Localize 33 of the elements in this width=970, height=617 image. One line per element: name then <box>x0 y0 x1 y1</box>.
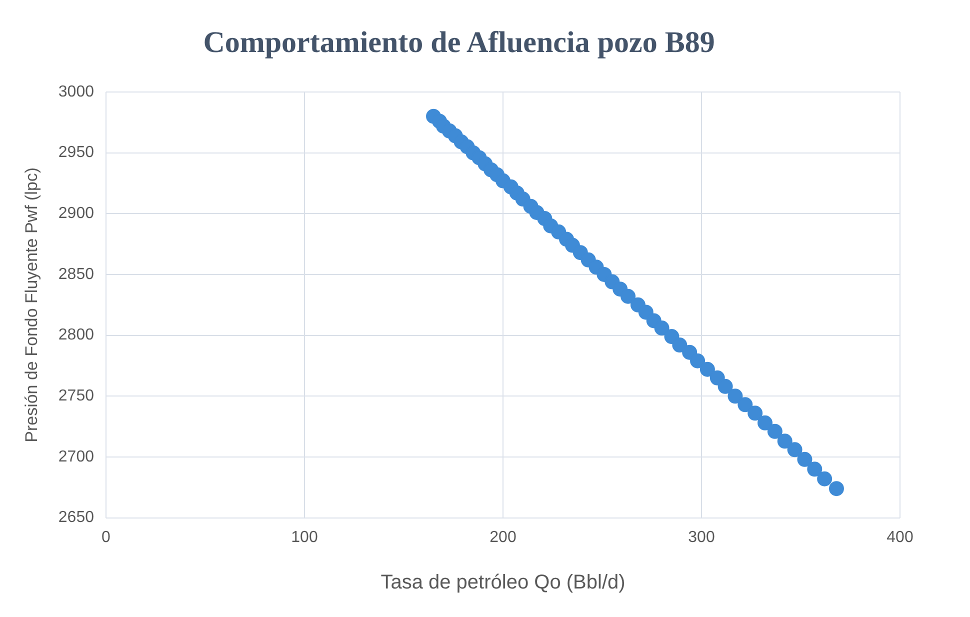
y-tick-label: 2950 <box>58 144 94 162</box>
y-tick-label: 2900 <box>58 205 94 222</box>
point <box>620 288 636 304</box>
point <box>777 434 792 449</box>
point <box>817 471 832 486</box>
y-tick-label: 2700 <box>58 448 94 466</box>
point <box>787 442 802 458</box>
point <box>728 388 743 404</box>
point <box>718 378 733 394</box>
point <box>828 481 844 496</box>
point <box>672 338 688 353</box>
y-tick-label: 2650 <box>58 509 94 526</box>
chart-title: Comportamiento de Afluencia pozo B89 <box>203 26 715 59</box>
point <box>767 424 782 439</box>
y-axis-title: Presión de Fondo Fluyente Pwf (lpc) <box>22 167 41 442</box>
x-axis-title: Tasa de petróleo Qo (Bbl/d) <box>380 572 626 594</box>
point <box>690 353 706 368</box>
x-tick-label: 200 <box>490 528 516 546</box>
x-tick-label: 400 <box>886 528 914 546</box>
point <box>758 415 773 430</box>
point <box>797 452 812 467</box>
y-tick-label: 2850 <box>58 266 94 283</box>
point <box>807 462 822 477</box>
point <box>748 406 763 421</box>
y-tick-label: 2750 <box>58 388 94 405</box>
point <box>700 362 715 377</box>
y-tick-label: 3000 <box>58 83 94 100</box>
y-tick-label: 2800 <box>58 326 94 344</box>
point <box>738 397 753 412</box>
x-tick-label: 300 <box>688 528 715 546</box>
x-tick-label: 0 <box>102 528 111 546</box>
point <box>654 320 670 336</box>
x-tick-label: 100 <box>291 528 318 546</box>
